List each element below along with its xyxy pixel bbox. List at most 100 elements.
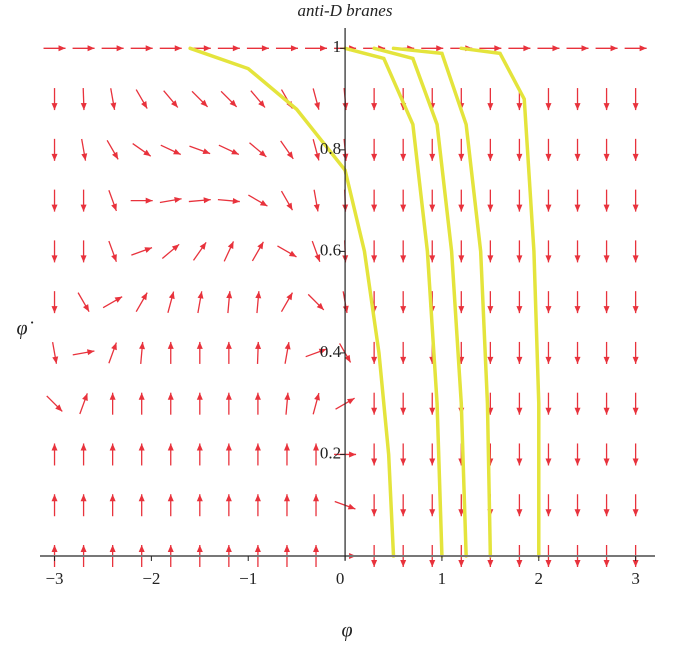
arrow-head	[574, 458, 581, 466]
arrow	[109, 443, 116, 466]
arrow-head	[313, 494, 320, 502]
arrow	[400, 291, 407, 314]
arrow-head	[632, 103, 639, 111]
arrow-head	[320, 45, 328, 52]
arrow	[516, 341, 523, 364]
arrow-head	[516, 153, 523, 161]
arrow	[632, 240, 639, 263]
arrow-head	[286, 202, 293, 211]
arrow-head	[429, 255, 436, 263]
arrow	[632, 88, 639, 111]
arrow-head	[110, 102, 117, 110]
y-tick-label: 0.6	[320, 240, 341, 259]
arrow	[139, 341, 146, 364]
arrow	[574, 291, 581, 314]
arrow	[487, 341, 494, 364]
arrow	[135, 292, 148, 313]
arrow	[80, 443, 87, 466]
arrow-head	[254, 545, 261, 552]
arrow	[197, 291, 204, 314]
arrow-head	[51, 103, 58, 111]
arrow	[159, 196, 182, 204]
arrow-head	[632, 153, 639, 161]
arrow-head	[254, 494, 261, 502]
arrow	[400, 494, 407, 517]
arrow-head	[109, 494, 116, 502]
arrow-head	[603, 204, 610, 212]
arrow	[254, 494, 261, 517]
arrow	[603, 240, 610, 263]
arrow-head	[458, 153, 465, 161]
arrow-head	[261, 45, 269, 52]
arrow	[508, 45, 531, 52]
arrow-head	[109, 392, 116, 400]
arrow-head	[229, 99, 237, 107]
arrow-head	[371, 356, 378, 364]
arrow-head	[283, 545, 290, 552]
arrow-head	[429, 204, 436, 212]
arrow-head	[342, 305, 349, 313]
arrow	[632, 138, 639, 161]
arrow	[106, 139, 119, 160]
arrow-head	[400, 509, 407, 517]
arrow-head	[400, 204, 407, 212]
arrow	[109, 494, 116, 517]
arrow	[603, 138, 610, 161]
trajectory	[372, 46, 468, 558]
arrow-head	[226, 291, 233, 299]
arrow	[371, 392, 378, 415]
arrow	[217, 45, 240, 52]
arrow	[603, 443, 610, 466]
arrow-head	[545, 255, 552, 263]
arrow-head	[603, 407, 610, 415]
arrow	[218, 144, 240, 156]
arrow-head	[487, 306, 494, 314]
arrow-head	[138, 494, 145, 502]
arrow-head	[111, 342, 117, 351]
arrow	[371, 240, 378, 263]
y-tick-label: 1	[333, 37, 342, 56]
arrow-head	[202, 148, 211, 155]
arrow	[458, 189, 465, 212]
arrow	[312, 392, 320, 415]
arrow	[632, 341, 639, 364]
arrow-head	[347, 398, 355, 405]
arrow-head	[174, 45, 182, 52]
arrow	[251, 241, 264, 262]
arrow	[603, 88, 610, 111]
arrow	[110, 88, 117, 111]
arrow-head	[232, 197, 240, 204]
arrow	[167, 494, 174, 517]
trajectory	[391, 46, 493, 558]
arrow-head	[400, 560, 407, 567]
arrow-head	[225, 392, 232, 400]
arrow	[545, 392, 552, 415]
arrow	[400, 138, 407, 161]
arrow-head	[197, 291, 204, 299]
arrow-head	[429, 458, 436, 466]
arrow-head	[400, 356, 407, 364]
arrow-head	[138, 545, 145, 552]
x-axis-label: φ	[341, 620, 352, 642]
y-tick-label: 0.2	[320, 443, 341, 462]
arrow	[135, 89, 148, 109]
y-tick-label: 0.8	[320, 139, 341, 158]
arrow-head	[400, 153, 407, 161]
arrow-head	[200, 99, 208, 107]
arrow	[138, 443, 145, 466]
arrow-head	[574, 407, 581, 415]
arrow-head	[314, 393, 320, 401]
arrow-head	[487, 153, 494, 161]
arrow-head	[109, 443, 116, 451]
arrow-head	[196, 341, 203, 349]
arrow-head	[516, 458, 523, 466]
arrow	[283, 494, 290, 517]
arrow-head	[168, 291, 175, 300]
arrow-head	[227, 241, 234, 250]
arrow-head	[574, 306, 581, 314]
arrow-head	[174, 196, 182, 203]
arrow-head	[545, 509, 552, 517]
arrow	[603, 494, 610, 517]
